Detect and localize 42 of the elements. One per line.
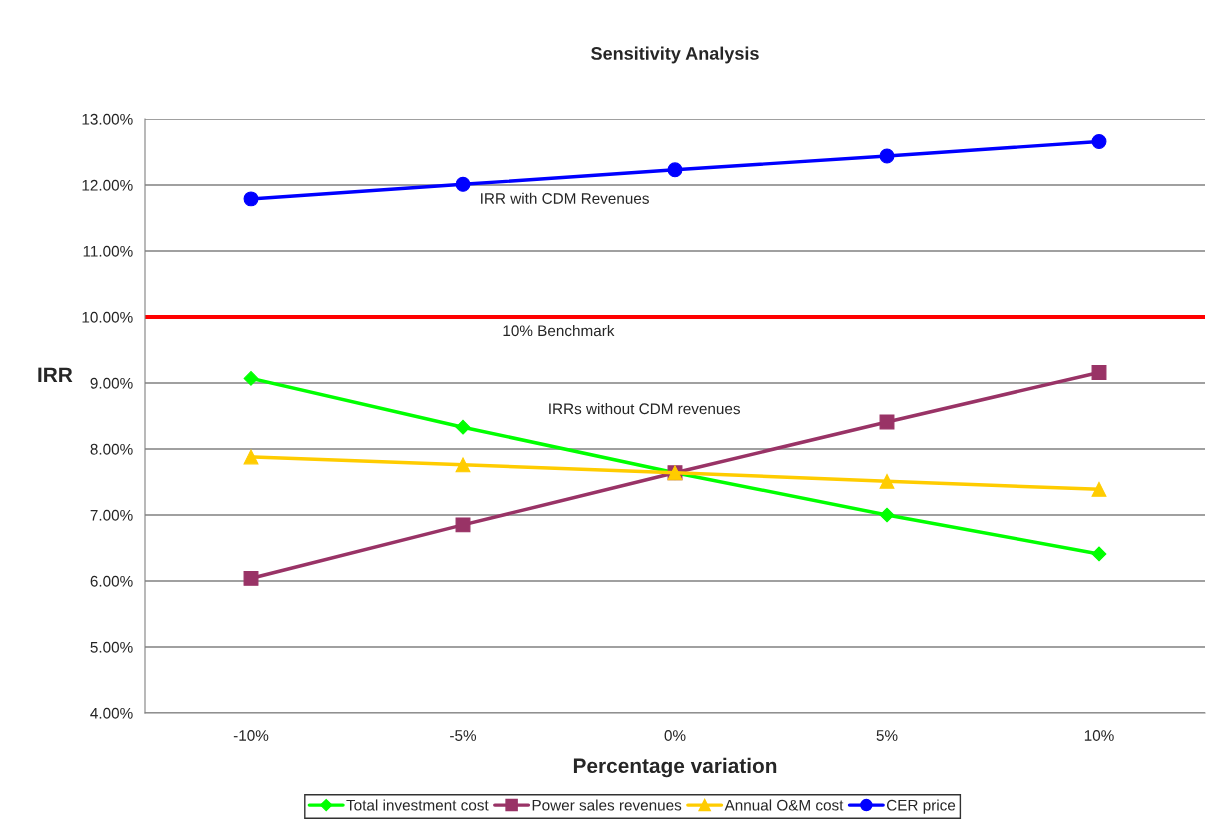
point bbox=[1091, 133, 1107, 149]
y-axis-title: IRR bbox=[38, 367, 73, 382]
legend-label: Annual O&M cost bbox=[724, 799, 844, 811]
legend-label: Power sales revenues bbox=[532, 799, 682, 811]
x-tick-label: -10% bbox=[233, 730, 269, 741]
point bbox=[243, 449, 259, 465]
legend-label: Total investment cost bbox=[346, 799, 489, 811]
legend-label: CER price bbox=[886, 799, 956, 814]
y-tick-label: 6.00% bbox=[90, 575, 133, 587]
x-tick-label: -5% bbox=[450, 730, 477, 741]
y-tick-label: 7.00% bbox=[90, 509, 133, 521]
x-axis-title: Percentage variation bbox=[573, 757, 777, 778]
annotation: IRR with CDM Revenues bbox=[481, 192, 649, 204]
point bbox=[455, 517, 471, 533]
y-tick-label: 8.00% bbox=[90, 443, 133, 455]
x-tick-label: 5% bbox=[876, 730, 898, 741]
point bbox=[1091, 364, 1107, 380]
point bbox=[243, 370, 259, 386]
y-tick-label: 4.00% bbox=[90, 707, 133, 719]
point bbox=[879, 507, 895, 523]
annotation: IRRs without CDM revenues bbox=[549, 402, 740, 415]
x-tick-label: 0% bbox=[664, 730, 686, 741]
y-tick-label: 9.00% bbox=[90, 377, 133, 389]
y-tick-label: 12.00% bbox=[82, 179, 133, 191]
y-tick-label: 10.00% bbox=[82, 311, 133, 323]
point bbox=[879, 473, 895, 489]
point bbox=[455, 457, 471, 473]
ref-line-label: 10% Benchmark bbox=[503, 324, 615, 337]
y-tick-label: 13.00% bbox=[82, 113, 133, 125]
chart-title: Sensitivity Analysis bbox=[591, 46, 759, 64]
y-tick-label: 5.00% bbox=[90, 641, 133, 653]
point bbox=[455, 176, 471, 192]
point bbox=[455, 419, 471, 435]
point bbox=[667, 162, 683, 178]
point bbox=[243, 570, 259, 586]
x-tick-label: 10% bbox=[1084, 730, 1114, 741]
point bbox=[243, 191, 259, 207]
point bbox=[879, 148, 895, 164]
point bbox=[879, 414, 895, 430]
y-tick-label: 11.00% bbox=[83, 245, 133, 257]
point bbox=[1091, 481, 1107, 497]
point bbox=[1091, 546, 1107, 562]
